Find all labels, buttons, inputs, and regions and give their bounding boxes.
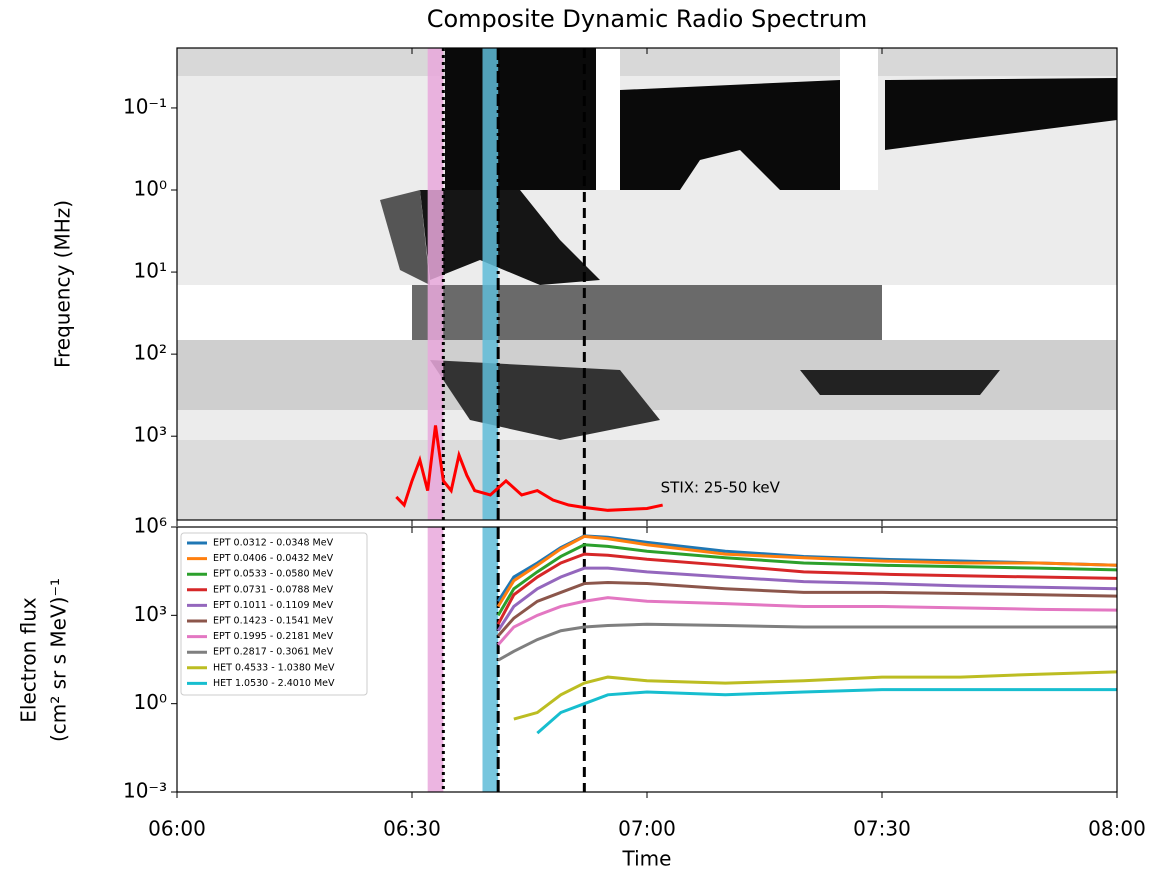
legend-label: EPT 0.0406 - 0.0432 MeV <box>213 553 334 564</box>
y-tick-label: 10³ <box>134 423 167 447</box>
x-tick-label: 06:00 <box>148 817 206 841</box>
top-panel: STIX: 25-50 keV <box>171 48 1118 526</box>
shaded-interval <box>482 48 499 520</box>
x-tick-label: 07:00 <box>618 817 676 841</box>
legend-label: EPT 0.0533 - 0.0580 MeV <box>213 569 334 580</box>
y-tick-label: 10² <box>134 341 167 365</box>
shaded-interval <box>482 527 499 792</box>
legend-box <box>180 532 368 696</box>
y-axis-label: (cm² sr s MeV)⁻¹ <box>47 578 71 742</box>
y-tick-label: 10¹ <box>134 259 167 283</box>
y-axis-label: Electron flux <box>17 597 41 723</box>
legend-label: HET 1.0530 - 2.4010 MeV <box>213 678 335 689</box>
series-line <box>496 534 1118 608</box>
series-line <box>497 581 1118 637</box>
series-line <box>496 566 1118 632</box>
legend-label: EPT 0.1995 - 0.2181 MeV <box>213 631 334 642</box>
shaded-interval <box>427 48 444 520</box>
series-line <box>497 596 1118 646</box>
y-tick-label: 10³ <box>134 602 167 626</box>
series-line <box>496 534 1118 603</box>
x-tick-label: 07:30 <box>853 817 911 841</box>
x-axis-label: Time <box>622 847 672 871</box>
bottom-panel <box>171 526 1118 798</box>
y-tick-label: 10⁰ <box>134 690 167 714</box>
series-line <box>513 670 1118 721</box>
series-line <box>496 552 1118 625</box>
y-axis-label: Frequency (MHz) <box>51 200 75 368</box>
stix-line <box>395 425 663 512</box>
y-tick-label: 10⁻³ <box>123 779 167 803</box>
y-tick-label: 10⁻¹ <box>123 94 167 118</box>
legend-label: EPT 0.0312 - 0.0348 MeV <box>213 538 334 549</box>
legend-label: EPT 0.1423 - 0.1541 MeV <box>213 616 334 627</box>
bottom-frame <box>176 526 1118 793</box>
x-tick-label: 08:00 <box>1088 817 1146 841</box>
legend-label: EPT 0.0731 - 0.0788 MeV <box>213 584 334 595</box>
top-frame <box>176 47 1118 521</box>
shaded-interval <box>427 527 444 792</box>
spectrogram-image <box>177 48 1117 520</box>
stix-label: STIX: 25-50 keV <box>661 479 781 497</box>
y-tick-label: 10⁶ <box>134 514 167 538</box>
chart-title: Composite Dynamic Radio Spectrum <box>427 5 868 33</box>
series-line <box>496 543 1118 617</box>
legend-label: EPT 0.1011 - 0.1109 MeV <box>213 600 334 611</box>
legend-label: HET 0.4533 - 1.0380 MeV <box>213 662 335 673</box>
series-line <box>497 622 1117 662</box>
y-tick-label: 10⁰ <box>134 177 167 201</box>
x-tick-label: 06:30 <box>383 817 441 841</box>
series-line <box>536 688 1117 735</box>
legend-label: EPT 0.2817 - 0.3061 MeV <box>213 647 334 658</box>
